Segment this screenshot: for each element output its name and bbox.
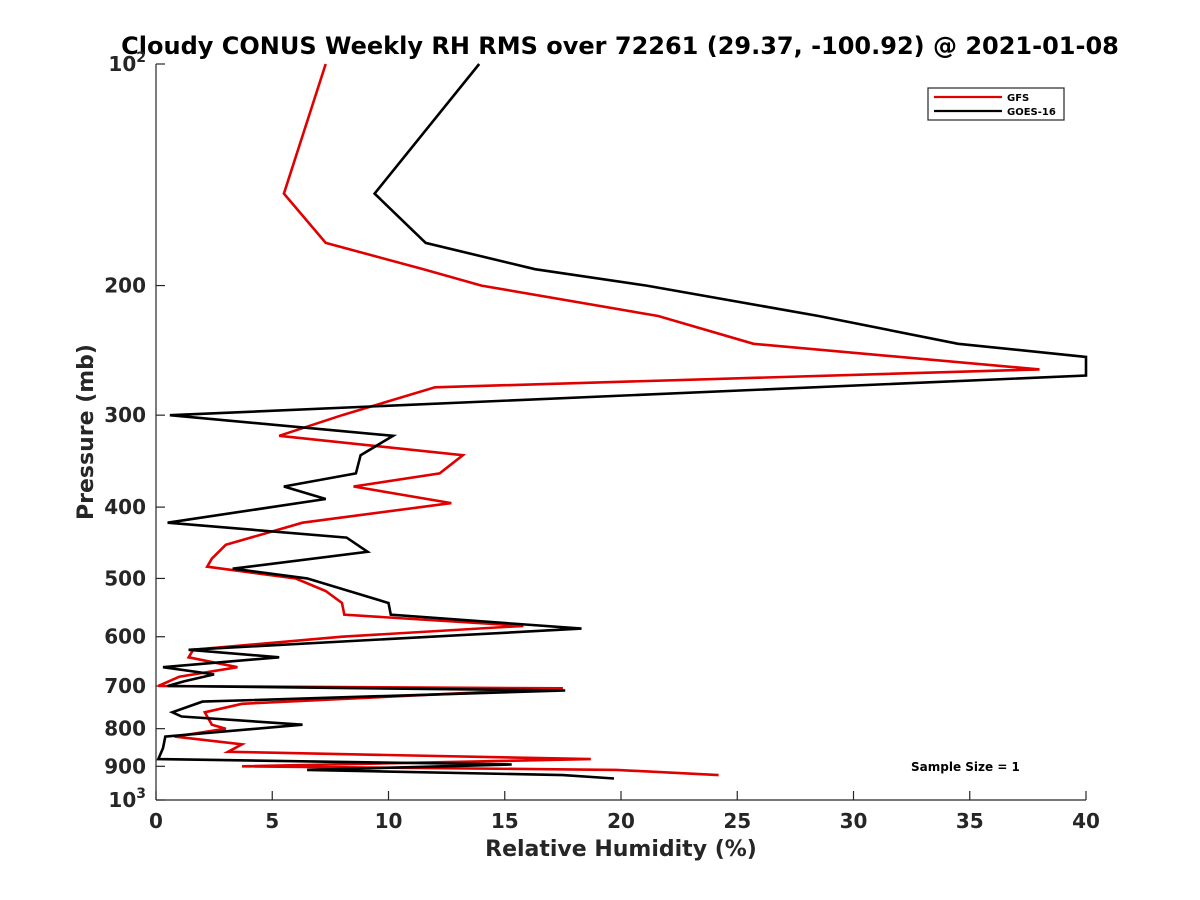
series-line-gfs — [157, 63, 1040, 777]
y-tick-label: 900 — [104, 754, 146, 778]
y-tick-label: 400 — [104, 495, 146, 519]
x-axis-label: Relative Humidity (%) — [485, 837, 757, 862]
legend: GFS GOES-16 — [927, 87, 1065, 121]
legend-box — [927, 87, 1065, 121]
y-tick-label: 800 — [104, 717, 146, 741]
y-tick-label: 103 — [108, 786, 146, 812]
plot-area — [155, 64, 1086, 801]
y-tick-label: 700 — [104, 674, 146, 698]
y-tick-label: 102 — [108, 50, 146, 76]
chart-title: Cloudy CONUS Weekly RH RMS over 72261 (2… — [121, 32, 1119, 60]
x-tick-label: 20 — [607, 809, 635, 833]
x-tick-label: 5 — [265, 809, 279, 833]
x-tick-label: 35 — [956, 809, 984, 833]
legend-label-goes16: GOES-16 — [1007, 107, 1056, 118]
legend-label-gfs: GFS — [1007, 93, 1029, 104]
y-tick-label: 600 — [104, 625, 146, 649]
series-layer — [156, 63, 1088, 780]
y-tick-label: 200 — [104, 274, 146, 298]
y-tick-label-exponent: 3 — [136, 786, 146, 802]
x-tick-label: 10 — [375, 809, 403, 833]
x-tick-label: 15 — [491, 809, 519, 833]
x-tick-label: 25 — [723, 809, 751, 833]
y-tick-label-base: 10 — [108, 788, 136, 812]
x-tick-label: 40 — [1072, 809, 1100, 833]
x-tick-label: 30 — [840, 809, 868, 833]
y-axis-label: Pressure (mb) — [74, 344, 99, 520]
x-tick-label: 0 — [149, 809, 163, 833]
y-tick-label-exponent: 2 — [136, 50, 146, 66]
sample-size-annotation: Sample Size = 1 — [911, 760, 1020, 774]
y-tick-label: 500 — [104, 566, 146, 590]
series-line-goes16 — [156, 63, 1088, 780]
x-axis-ticks: 0 5 10 15 20 25 30 35 40 — [149, 791, 1100, 833]
y-tick-label-base: 10 — [108, 52, 136, 76]
y-tick-label: 300 — [104, 403, 146, 427]
